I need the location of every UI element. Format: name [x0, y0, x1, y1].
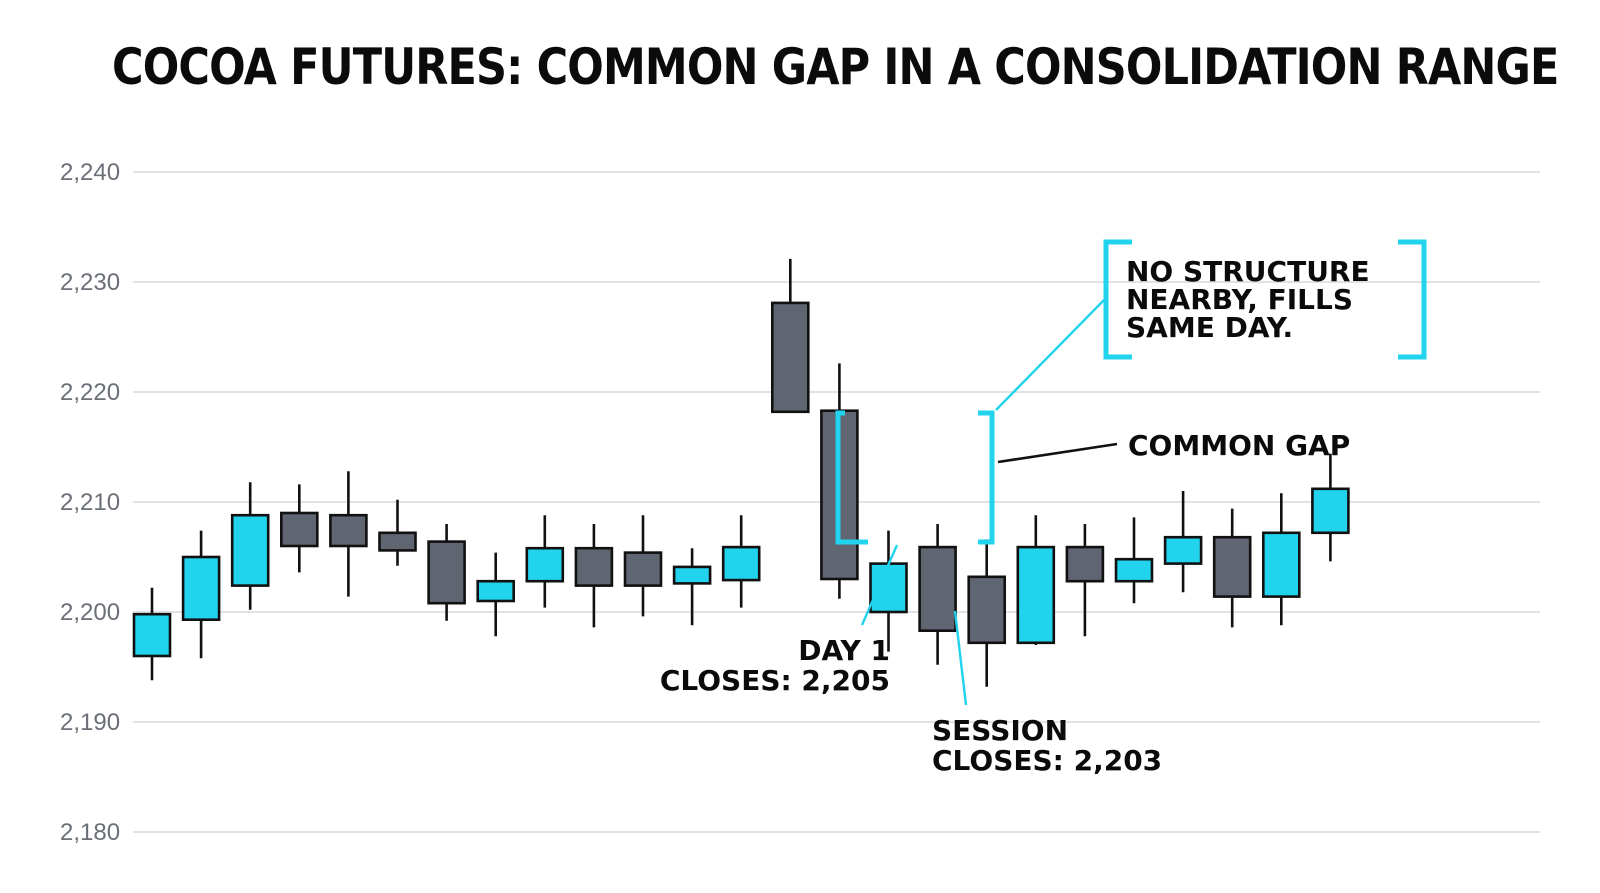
candle-body [427, 540, 466, 605]
candle [1163, 491, 1203, 593]
candle [181, 530, 221, 659]
candle [1262, 493, 1301, 626]
candle-body [721, 545, 761, 582]
candle [476, 552, 516, 637]
candle [132, 587, 172, 681]
candle-body [378, 531, 417, 552]
callout-bracket-right [1398, 239, 1427, 360]
candle [1311, 453, 1350, 562]
candle-body [525, 546, 565, 583]
candle [574, 524, 614, 628]
candle-body [1311, 487, 1350, 535]
common-gap-leader-line [997, 442, 1118, 464]
candle-body [279, 511, 319, 548]
candle [378, 499, 417, 566]
y-axis-ticks: 2,180 2,190 2,200 2,210 2,220 2,230 2,240 [60, 159, 120, 846]
callout-text-line-1: NO STRUCTURE [1126, 255, 1370, 288]
candle-body [476, 579, 516, 603]
candle [770, 258, 810, 414]
candle [230, 482, 270, 610]
candles [132, 258, 1350, 687]
callout-text-line-3: SAME DAY. [1126, 311, 1293, 344]
y-tick-label: 2,220 [60, 379, 120, 406]
chart-title: COCOA FUTURES: COMMON GAP IN A CONSOLIDA… [112, 38, 1559, 96]
candle-body [1212, 535, 1252, 598]
y-tick-label: 2,210 [60, 489, 120, 516]
candle-body [1114, 557, 1154, 583]
callout-text-line-2: NEARBY, FILLS [1126, 283, 1353, 316]
candle-body [329, 513, 368, 548]
y-tick-label: 2,240 [60, 159, 120, 186]
candle-body [1016, 545, 1056, 645]
candle [918, 524, 957, 665]
candle-body [132, 612, 172, 658]
candle [1114, 517, 1154, 604]
day1-label-line-2: CLOSES: 2,205 [660, 664, 890, 697]
candle-body [181, 555, 221, 622]
candle [279, 484, 319, 573]
candle [623, 515, 663, 617]
candle [1212, 508, 1252, 628]
candle [1065, 524, 1105, 637]
session-leader-line [953, 610, 968, 706]
day1-leader-line [860, 544, 899, 626]
candle [525, 515, 565, 608]
callout-bracket-left [1103, 239, 1132, 360]
y-tick-label: 2,190 [60, 709, 120, 736]
candle-body [574, 546, 614, 587]
candle [427, 524, 466, 621]
candle [1016, 515, 1056, 645]
y-tick-label: 2,180 [60, 819, 120, 846]
annotations: COMMON GAP NO STRUCTURE NEARBY, FILLS SA… [660, 239, 1427, 777]
gap-bracket-left [835, 410, 868, 545]
session-label-line-2: CLOSES: 2,203 [932, 744, 1162, 777]
day1-label-line-1: DAY 1 [798, 634, 890, 667]
candle-body [770, 301, 810, 414]
candle [672, 548, 712, 626]
callout-leader-line [995, 299, 1105, 411]
common-gap-label: COMMON GAP [1128, 429, 1350, 462]
candle-body [623, 551, 663, 587]
candle-body [918, 545, 957, 632]
candle-body [1065, 545, 1105, 583]
candle-body [1262, 531, 1301, 598]
candle-body [230, 513, 270, 587]
candle [967, 539, 1007, 687]
candle-body [869, 562, 908, 614]
session-label-line-1: SESSION [932, 714, 1068, 747]
y-tick-label: 2,200 [60, 599, 120, 626]
candle-body [967, 575, 1007, 645]
y-tick-label: 2,230 [60, 269, 120, 296]
candle-body [672, 565, 712, 585]
candle [721, 515, 761, 608]
gridlines [133, 171, 1540, 833]
candle [329, 471, 368, 597]
gap-bracket-right [978, 410, 995, 545]
candle-body [1163, 535, 1203, 565]
